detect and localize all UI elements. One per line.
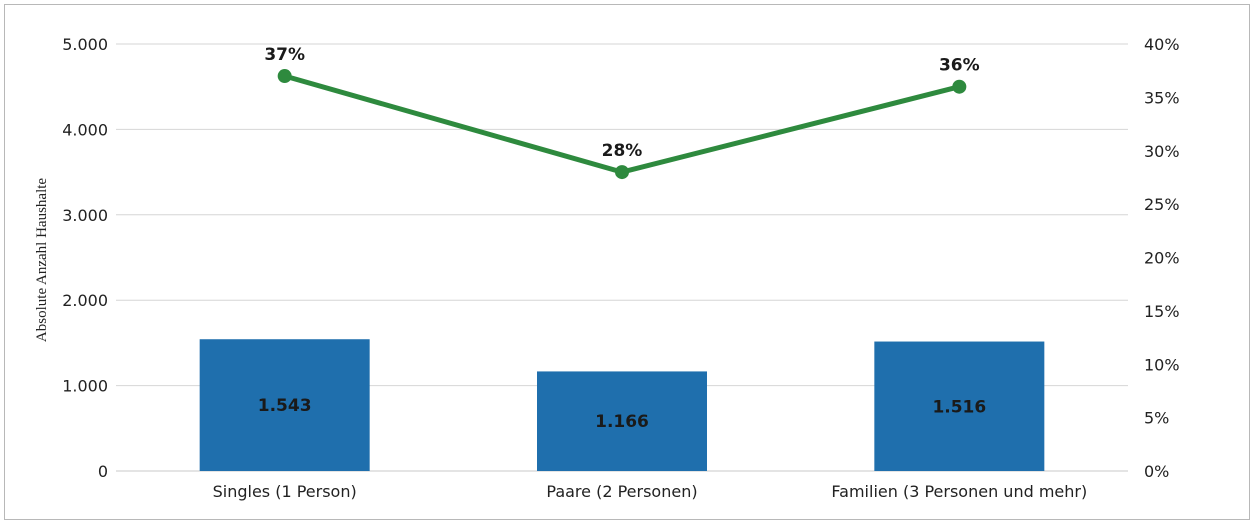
y2-tick-label: 40% bbox=[1144, 35, 1180, 54]
line-series: 37% 28% 36% bbox=[264, 45, 980, 180]
left-axis-ticks: 0 1.000 2.000 3.000 4.000 5.000 bbox=[62, 35, 108, 481]
category-labels: Singles (1 Person) Paare (2 Personen) Fami… bbox=[213, 482, 1088, 501]
y2-tick-label: 30% bbox=[1144, 142, 1180, 161]
y2-tick-label: 10% bbox=[1144, 355, 1180, 374]
line-point bbox=[615, 165, 629, 180]
bar-series: 1.543 1.166 1.516 bbox=[199, 339, 1045, 471]
y2-tick-label: 0% bbox=[1144, 462, 1169, 481]
bar bbox=[874, 341, 1045, 471]
y-tick-label: 4.000 bbox=[62, 120, 108, 139]
category-label: Paare (2 Personen) bbox=[546, 482, 697, 501]
y-tick-label: 2.000 bbox=[62, 291, 108, 310]
y-tick-label: 5.000 bbox=[62, 35, 108, 54]
line-value-label: 28% bbox=[602, 141, 643, 161]
y2-tick-label: 5% bbox=[1144, 409, 1169, 428]
y2-tick-label: 25% bbox=[1144, 195, 1180, 214]
line-point bbox=[952, 79, 967, 94]
y-tick-label: 0 bbox=[98, 462, 108, 481]
y2-tick-label: 20% bbox=[1144, 249, 1180, 268]
bar-value-label: 1.543 bbox=[258, 396, 312, 416]
bar bbox=[199, 339, 370, 471]
bar-value-label: 1.516 bbox=[932, 397, 986, 417]
bar-value-label: 1.166 bbox=[595, 412, 649, 432]
y-axis-label: Absolute Anzahl Haushalte bbox=[34, 178, 50, 342]
right-axis-ticks: 0% 5% 10% 15% 20% 25% 30% 35% 40% bbox=[1144, 35, 1180, 481]
y-tick-label: 1.000 bbox=[62, 377, 108, 396]
line-value-label: 37% bbox=[264, 45, 305, 65]
y2-tick-label: 15% bbox=[1144, 302, 1180, 321]
category-label: Familien (3 Personen und mehr) bbox=[831, 482, 1087, 501]
line-point bbox=[277, 69, 292, 84]
y2-tick-label: 35% bbox=[1144, 88, 1180, 107]
category-label: Singles (1 Person) bbox=[213, 482, 357, 501]
y-tick-label: 3.000 bbox=[62, 206, 108, 225]
line-value-label: 36% bbox=[939, 56, 980, 76]
bar bbox=[537, 371, 707, 471]
